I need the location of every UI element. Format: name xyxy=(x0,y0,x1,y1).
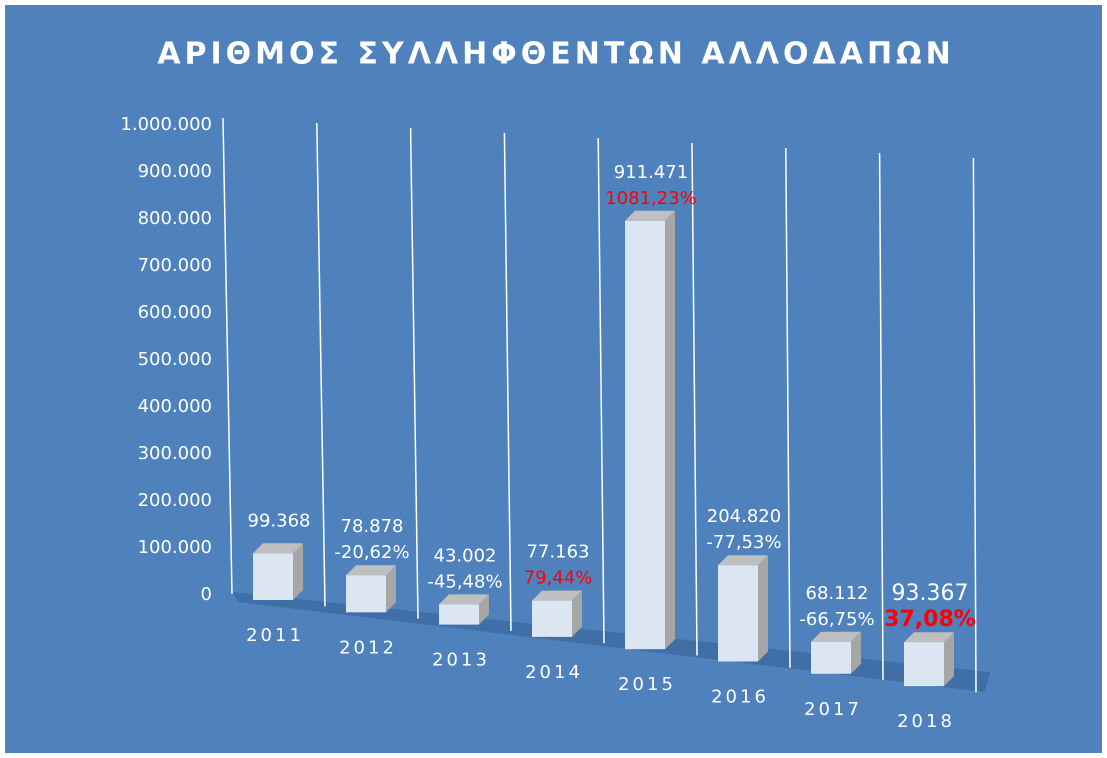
bar-top xyxy=(625,210,675,221)
bar xyxy=(532,600,572,637)
y-tick-label: 100.000 xyxy=(138,537,212,558)
x-tick-label: 2012 xyxy=(339,637,397,658)
data-label: 43.002 xyxy=(434,545,497,566)
category-separator xyxy=(972,157,977,693)
y-tick-label: 900.000 xyxy=(138,161,212,182)
x-tick-label: 2017 xyxy=(804,699,862,720)
change-label: -20,62% xyxy=(334,542,409,563)
data-label: 77.163 xyxy=(527,542,590,563)
x-tick-label: 2011 xyxy=(246,625,304,646)
data-label: 99.368 xyxy=(248,510,311,531)
bar-side xyxy=(572,590,582,637)
bar-side xyxy=(944,632,954,687)
bar-top xyxy=(718,555,768,566)
bar xyxy=(253,553,293,600)
y-tick-label: 300.000 xyxy=(138,443,212,464)
category-separator xyxy=(222,117,233,595)
change-label: -77,53% xyxy=(706,532,781,553)
category-separator xyxy=(597,137,605,644)
category-separator xyxy=(409,127,419,619)
bar-top xyxy=(811,631,861,642)
change-label: -66,75% xyxy=(799,609,874,630)
data-label: 204.820 xyxy=(707,506,781,527)
y-tick-label: 400.000 xyxy=(138,396,212,417)
bar-top xyxy=(346,565,396,576)
y-tick-label: 700.000 xyxy=(138,255,212,276)
data-label: 78.878 xyxy=(341,516,404,537)
category-separator xyxy=(785,147,791,668)
bar xyxy=(625,220,665,650)
x-tick-label: 2016 xyxy=(711,687,769,708)
x-tick-label: 2018 xyxy=(897,711,955,732)
y-tick-label: 600.000 xyxy=(138,302,212,323)
change-label: -45,48% xyxy=(427,571,502,592)
y-tick-label: 800.000 xyxy=(138,208,212,229)
data-label: 93.367 xyxy=(892,581,969,606)
bar-side xyxy=(851,631,861,674)
x-tick-label: 2015 xyxy=(618,674,676,695)
bar-side xyxy=(665,210,675,650)
bar-side xyxy=(758,555,768,662)
bar xyxy=(904,642,944,687)
change-label: 79,44% xyxy=(524,568,593,589)
y-tick-label: 500.000 xyxy=(138,349,212,370)
change-label: 1081,23% xyxy=(605,188,697,209)
floor xyxy=(232,592,990,692)
category-separator xyxy=(503,132,512,631)
data-label: 911.471 xyxy=(614,162,688,183)
bar-top xyxy=(253,543,303,554)
bar-top xyxy=(532,590,582,601)
bar-side xyxy=(293,543,303,600)
category-separator xyxy=(691,142,698,656)
category-separator xyxy=(878,152,884,681)
chart-title: ΑΡΙΘΜΟΣ ΣΥΛΛΗΦΘΕΝΤΩΝ ΑΛΛΟΔΑΠΩΝ xyxy=(157,37,954,72)
data-label: 68.112 xyxy=(806,583,869,604)
x-tick-label: 2014 xyxy=(525,662,583,683)
change-label: 37,08% xyxy=(884,607,976,632)
bar-side xyxy=(386,565,396,613)
bar xyxy=(811,641,851,674)
bar-top xyxy=(904,632,954,643)
y-tick-label: 200.000 xyxy=(138,490,212,511)
bar-top xyxy=(439,594,489,605)
category-separator xyxy=(316,122,326,607)
bar xyxy=(439,604,479,625)
y-tick-label: 1.000.000 xyxy=(120,114,212,135)
y-tick-label: 0 xyxy=(201,584,212,605)
x-tick-label: 2013 xyxy=(432,650,490,671)
bar xyxy=(346,575,386,613)
bar-side xyxy=(479,594,489,625)
bar xyxy=(718,565,758,662)
